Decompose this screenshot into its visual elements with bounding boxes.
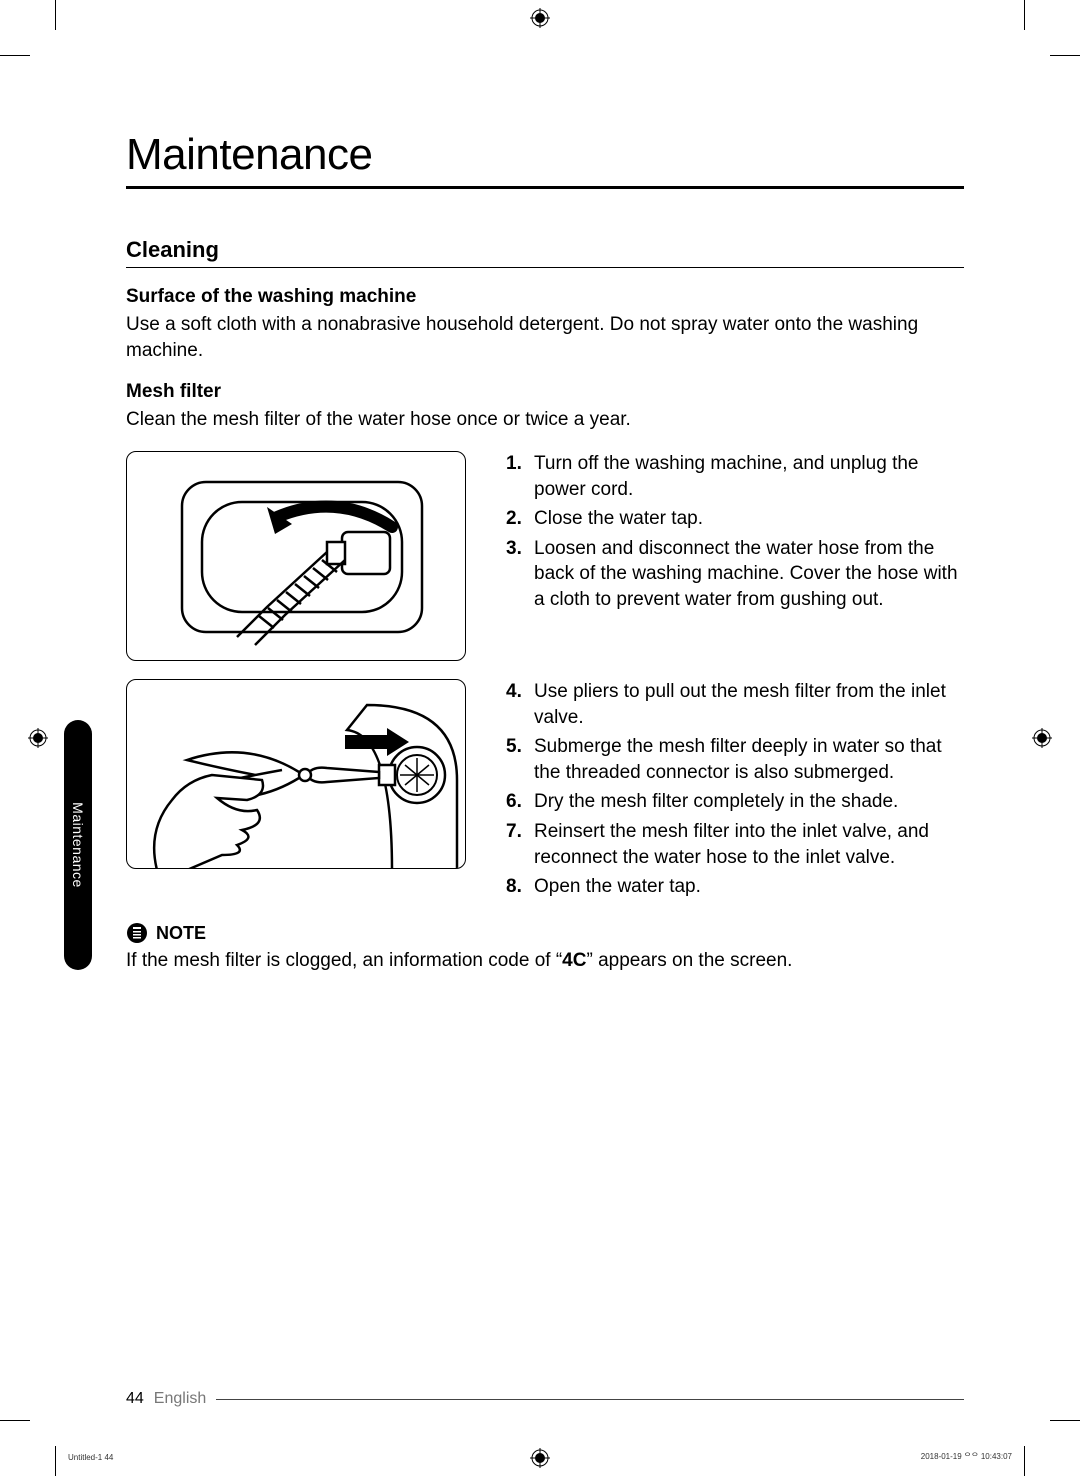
figure-hose-disconnect (126, 451, 466, 661)
title-rule (126, 186, 964, 189)
step-item: Dry the mesh filter completely in the sh… (506, 789, 964, 815)
print-meta-right: 2018-01-19 ᄋᄋ 10:43:07 (921, 1451, 1012, 1462)
print-meta-left: Untitled-1 44 (68, 1453, 113, 1462)
step-item: Loosen and disconnect the water hose fro… (506, 536, 964, 613)
subhead-mesh: Mesh filter (126, 381, 964, 403)
steps-list-1: Turn off the washing machine, and unplug… (506, 451, 964, 613)
subhead-surface: Surface of the washing machine (126, 286, 964, 308)
step-item: Reinsert the mesh filter into the inlet … (506, 819, 964, 870)
section-tab-label: Maintenance (70, 802, 86, 888)
figure-pliers-filter (126, 679, 466, 869)
page-language: English (154, 1390, 206, 1408)
section-tab: Maintenance (64, 720, 92, 970)
registration-mark-right (1032, 728, 1052, 748)
section-heading: Cleaning (126, 237, 964, 268)
page-number: 44 (126, 1390, 144, 1408)
registration-mark-bottom (530, 1448, 550, 1468)
step-item: Open the water tap. (506, 874, 964, 900)
steps-list-2: Use pliers to pull out the mesh filter f… (506, 679, 964, 900)
step-item: Use pliers to pull out the mesh filter f… (506, 679, 964, 730)
page-title: Maintenance (126, 130, 964, 180)
step-item: Submerge the mesh filter deeply in water… (506, 734, 964, 785)
step-item: Turn off the washing machine, and unplug… (506, 451, 964, 502)
body-mesh-intro: Clean the mesh filter of the water hose … (126, 407, 964, 433)
note-label: NOTE (156, 923, 206, 944)
registration-mark-top (530, 8, 550, 28)
step-item: Close the water tap. (506, 506, 964, 532)
registration-mark-left (28, 728, 48, 748)
body-surface: Use a soft cloth with a nonabrasive hous… (126, 312, 964, 363)
footer: 44 English (126, 1390, 964, 1408)
footer-rule (216, 1399, 964, 1400)
note-icon (126, 922, 148, 944)
note-text: If the mesh filter is clogged, an inform… (126, 948, 964, 974)
